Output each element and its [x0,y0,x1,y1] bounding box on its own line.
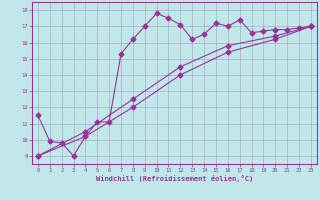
X-axis label: Windchill (Refroidissement éolien,°C): Windchill (Refroidissement éolien,°C) [96,175,253,182]
